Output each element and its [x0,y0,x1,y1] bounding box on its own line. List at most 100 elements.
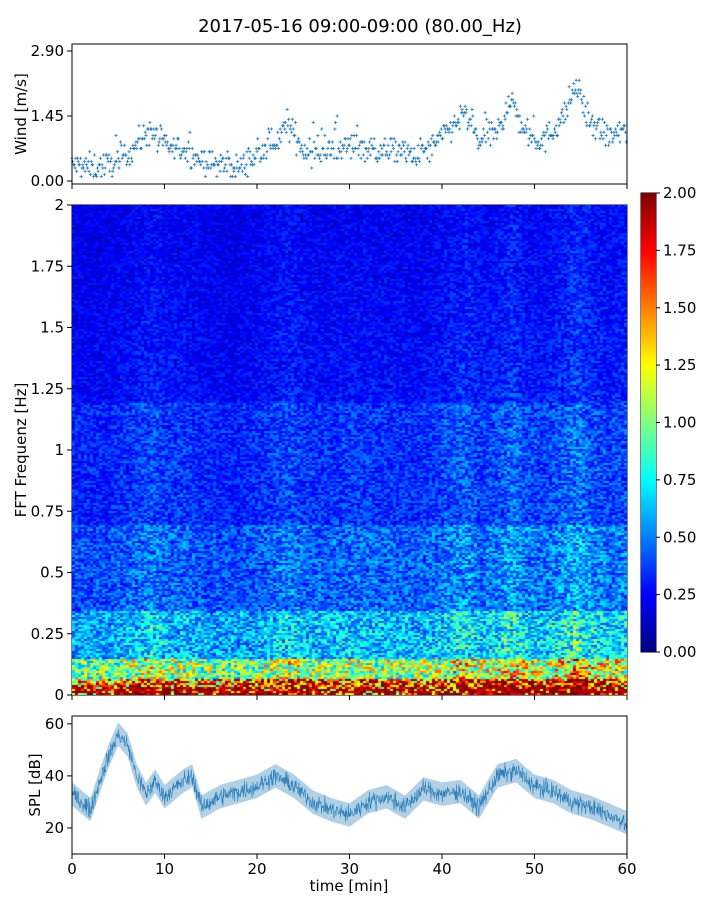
wind-data-point [607,140,611,144]
wind-data-point [524,130,528,134]
wind-data-point [351,150,355,154]
wind-data-point [142,137,147,141]
wind-data-point [167,150,171,154]
wind-data-point [204,159,208,164]
wind-data-point [544,130,548,134]
wind-data-point [525,127,529,131]
wind-data-point [377,156,382,160]
wind-data-point [611,137,615,141]
wind-data-point [172,156,177,160]
wind-data-point [156,143,160,147]
wind-data-point [165,140,170,144]
wind-data-point [465,107,469,112]
spl-ytick-label: 60 [45,715,64,733]
wind-data-point [414,159,418,164]
spl-y-ticks: 20 40 60 [45,715,72,837]
wind-data-point [333,127,337,131]
wind-data-point [359,156,363,160]
wind-data-point [330,140,335,144]
spl-x-ticks: 0 10 20 30 40 50 60 [67,854,637,878]
wind-data-point [600,117,604,121]
wind-data-point [257,146,261,151]
wind-data-point [580,101,584,105]
wind-data-point [127,150,131,154]
wind-data-point [108,169,112,173]
wind-data-point [244,163,248,167]
wind-data-point [601,137,605,141]
wind-data-point [265,150,269,154]
wind-data-point [135,140,140,144]
wind-data-point [602,130,606,134]
wind-data-point [242,153,246,157]
wind-data-point [281,124,285,128]
wind-data-point [122,143,127,147]
wind-data-point [560,107,564,112]
wind-data-point [597,117,601,121]
wind-data-point [522,127,526,131]
wind-data-point [128,163,132,167]
wind-data-point [96,169,100,173]
wind-data-point [616,133,621,138]
wind-data-point [124,153,128,157]
colorbar-tick-label: 1.25 [663,356,696,374]
wind-data-point [91,174,96,179]
wind-data-point [243,172,248,177]
wind-data-point [247,156,251,160]
wind-data-point [409,146,413,151]
x-axis-label: time [min] [310,877,389,895]
wind-data-point [262,153,266,157]
wind-data-point [539,137,544,141]
wind-data-point [222,169,226,173]
wind-data-point [552,133,556,138]
wind-data-point [461,114,466,118]
wind-data-point [253,156,258,160]
wind-data-point [483,111,487,115]
wind-data-point [263,143,268,147]
wind-data-point [223,163,227,167]
wind-data-point [112,166,116,170]
wind-data-point [287,117,291,121]
wind-data-point [314,146,318,151]
wind-data-point [100,163,104,167]
wind-data-point [552,127,557,131]
wind-data-point [363,159,367,164]
wind-data-point [465,127,470,131]
wind-data-point [512,104,517,108]
colorbar-tick-label: 1.00 [663,414,696,432]
wind-data-point [528,127,532,131]
wind-data-point [495,137,499,141]
wind-data-point [584,120,588,125]
wind-data-point [297,137,301,141]
wind-data-point [492,137,496,141]
spl-xtick-label: 40 [432,860,451,878]
wind-data-point [307,137,312,141]
colorbar-tick-label: 1.75 [663,241,696,259]
wind-data-point [153,133,157,138]
wind-data-point [128,146,133,151]
wind-data-point [478,143,483,147]
wind-data-point [108,159,113,164]
wind-data-point [570,88,574,92]
wind-data-point [117,166,121,170]
wind-data-point [595,124,599,128]
wind-x-ticks [71,184,628,189]
wind-data-point [448,127,452,131]
wind-data-point [448,120,453,125]
wind-data-point [418,137,423,141]
wind-data-point [214,159,218,164]
wind-data-point [475,133,479,138]
wind-data-point [290,130,294,134]
wind-data-point [370,143,374,147]
wind-data-point [219,153,223,157]
figure-title: 2017-05-16 09:00-09:00 (80.00_Hz) [198,16,522,37]
wind-data-point [88,172,93,177]
wind-data-point [501,124,505,128]
wind-data-point [589,117,594,121]
wind-data-point [438,133,443,138]
wind-data-point [202,150,207,154]
wind-data-point [424,146,429,151]
wind-data-point [543,150,547,154]
wind-data-point [451,124,455,128]
wind-data-point [538,146,542,151]
wind-data-point [300,143,304,147]
